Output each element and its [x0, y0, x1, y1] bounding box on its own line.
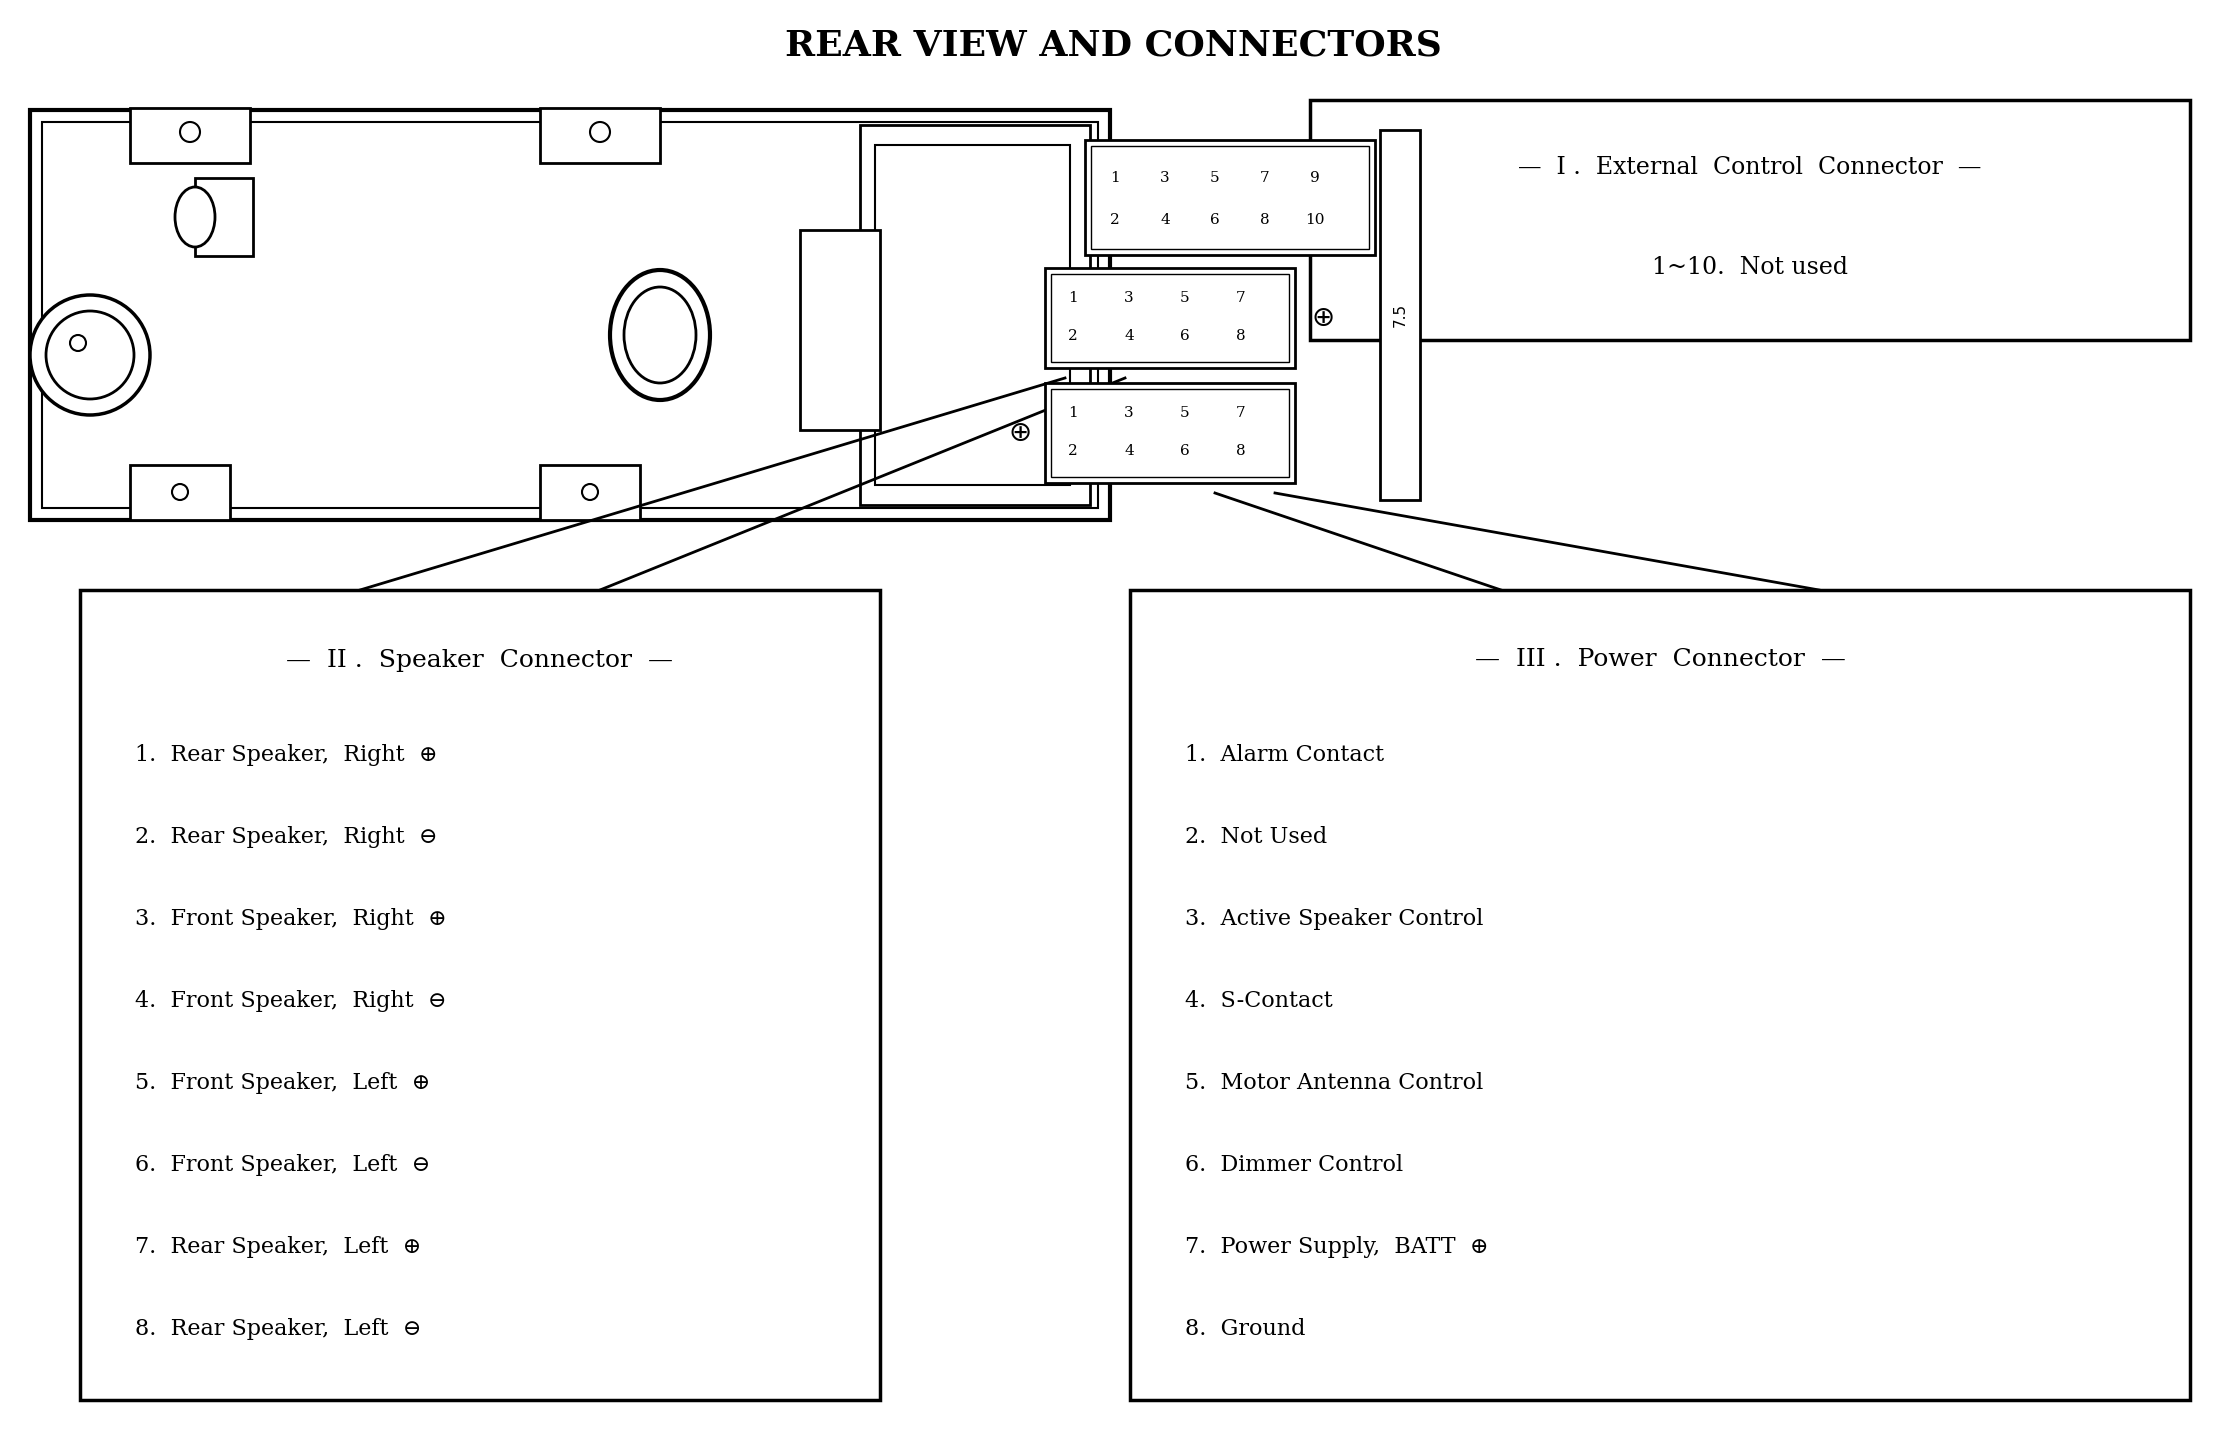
- Bar: [1084, 140, 1376, 255]
- Text: —  I .  External  Control  Connector  —: — I . External Control Connector —: [1518, 156, 1981, 179]
- Bar: [541, 464, 641, 519]
- Text: 10: 10: [1304, 213, 1324, 227]
- Text: 3: 3: [1124, 407, 1133, 420]
- Text: 1: 1: [1068, 407, 1077, 420]
- Text: 6.  Dimmer Control: 6. Dimmer Control: [1184, 1155, 1402, 1176]
- Text: 6: 6: [1211, 213, 1220, 227]
- Text: 4.  Front Speaker,  Right  ⊖: 4. Front Speaker, Right ⊖: [136, 990, 447, 1011]
- Text: 8: 8: [1235, 444, 1247, 459]
- Bar: [129, 464, 229, 519]
- Text: 4: 4: [1124, 328, 1133, 343]
- Text: 5: 5: [1180, 407, 1191, 420]
- Text: 4: 4: [1160, 213, 1171, 227]
- Text: 2.  Not Used: 2. Not Used: [1184, 826, 1327, 848]
- Text: 8.  Ground: 8. Ground: [1184, 1318, 1304, 1340]
- Text: 8.  Rear Speaker,  Left  ⊖: 8. Rear Speaker, Left ⊖: [136, 1318, 421, 1340]
- Bar: [42, 122, 1097, 508]
- Text: 1~10.  Not used: 1~10. Not used: [1652, 256, 1848, 279]
- Bar: [859, 124, 1091, 505]
- Text: 3: 3: [1160, 171, 1171, 185]
- Bar: [799, 230, 879, 430]
- Text: 7: 7: [1235, 407, 1247, 420]
- Text: REAR VIEW AND CONNECTORS: REAR VIEW AND CONNECTORS: [784, 27, 1442, 62]
- Bar: [1051, 389, 1289, 478]
- Circle shape: [590, 122, 610, 142]
- Circle shape: [180, 122, 200, 142]
- Text: 5: 5: [1211, 171, 1220, 185]
- Text: —  II .  Speaker  Connector  —: — II . Speaker Connector —: [287, 648, 674, 671]
- Circle shape: [581, 483, 599, 501]
- Bar: [1051, 273, 1289, 362]
- Text: 1.  Alarm Contact: 1. Alarm Contact: [1184, 744, 1385, 765]
- Text: 5: 5: [1180, 291, 1191, 305]
- Bar: [29, 110, 1111, 519]
- Text: 3: 3: [1124, 291, 1133, 305]
- Text: 7.5: 7.5: [1393, 302, 1407, 327]
- Text: 4.  S-Contact: 4. S-Contact: [1184, 990, 1333, 1011]
- Text: 1: 1: [1111, 171, 1120, 185]
- Circle shape: [171, 483, 187, 501]
- Circle shape: [69, 336, 87, 352]
- Text: 6: 6: [1180, 328, 1191, 343]
- Text: 2: 2: [1068, 444, 1077, 459]
- Text: 7.  Power Supply,  BATT  ⊕: 7. Power Supply, BATT ⊕: [1184, 1236, 1489, 1257]
- Bar: [196, 178, 254, 256]
- Bar: [80, 590, 879, 1401]
- Text: 7: 7: [1235, 291, 1247, 305]
- Bar: [1044, 383, 1296, 483]
- Text: 1: 1: [1068, 291, 1077, 305]
- Text: 1.  Rear Speaker,  Right  ⊕: 1. Rear Speaker, Right ⊕: [136, 744, 439, 765]
- Text: 8: 8: [1260, 213, 1269, 227]
- Text: 5.  Motor Antenna Control: 5. Motor Antenna Control: [1184, 1072, 1483, 1094]
- Text: 6: 6: [1180, 444, 1191, 459]
- Text: ⊕: ⊕: [1311, 304, 1336, 331]
- Text: 9: 9: [1311, 171, 1320, 185]
- Text: 3.  Front Speaker,  Right  ⊕: 3. Front Speaker, Right ⊕: [136, 909, 447, 930]
- Circle shape: [29, 295, 149, 415]
- Ellipse shape: [610, 271, 710, 399]
- Bar: [541, 109, 659, 164]
- Text: 7: 7: [1260, 171, 1269, 185]
- Ellipse shape: [623, 287, 697, 383]
- Text: ⊕: ⊕: [1008, 420, 1031, 447]
- Text: 2.  Rear Speaker,  Right  ⊖: 2. Rear Speaker, Right ⊖: [136, 826, 439, 848]
- Text: —  III .  Power  Connector  —: — III . Power Connector —: [1474, 648, 1845, 671]
- Text: 2: 2: [1068, 328, 1077, 343]
- Bar: [1091, 146, 1369, 249]
- Text: 4: 4: [1124, 444, 1133, 459]
- Bar: [1309, 100, 2190, 340]
- Bar: [1044, 268, 1296, 368]
- Bar: [875, 145, 1071, 485]
- Bar: [1131, 590, 2190, 1401]
- Text: 2: 2: [1111, 213, 1120, 227]
- Text: 7.  Rear Speaker,  Left  ⊕: 7. Rear Speaker, Left ⊕: [136, 1236, 421, 1257]
- Text: 3.  Active Speaker Control: 3. Active Speaker Control: [1184, 909, 1483, 930]
- Circle shape: [47, 311, 134, 399]
- Text: 5.  Front Speaker,  Left  ⊕: 5. Front Speaker, Left ⊕: [136, 1072, 430, 1094]
- Bar: [1380, 130, 1420, 501]
- Bar: [129, 109, 249, 164]
- Text: 6.  Front Speaker,  Left  ⊖: 6. Front Speaker, Left ⊖: [136, 1155, 430, 1176]
- Text: 8: 8: [1235, 328, 1247, 343]
- Ellipse shape: [176, 187, 216, 247]
